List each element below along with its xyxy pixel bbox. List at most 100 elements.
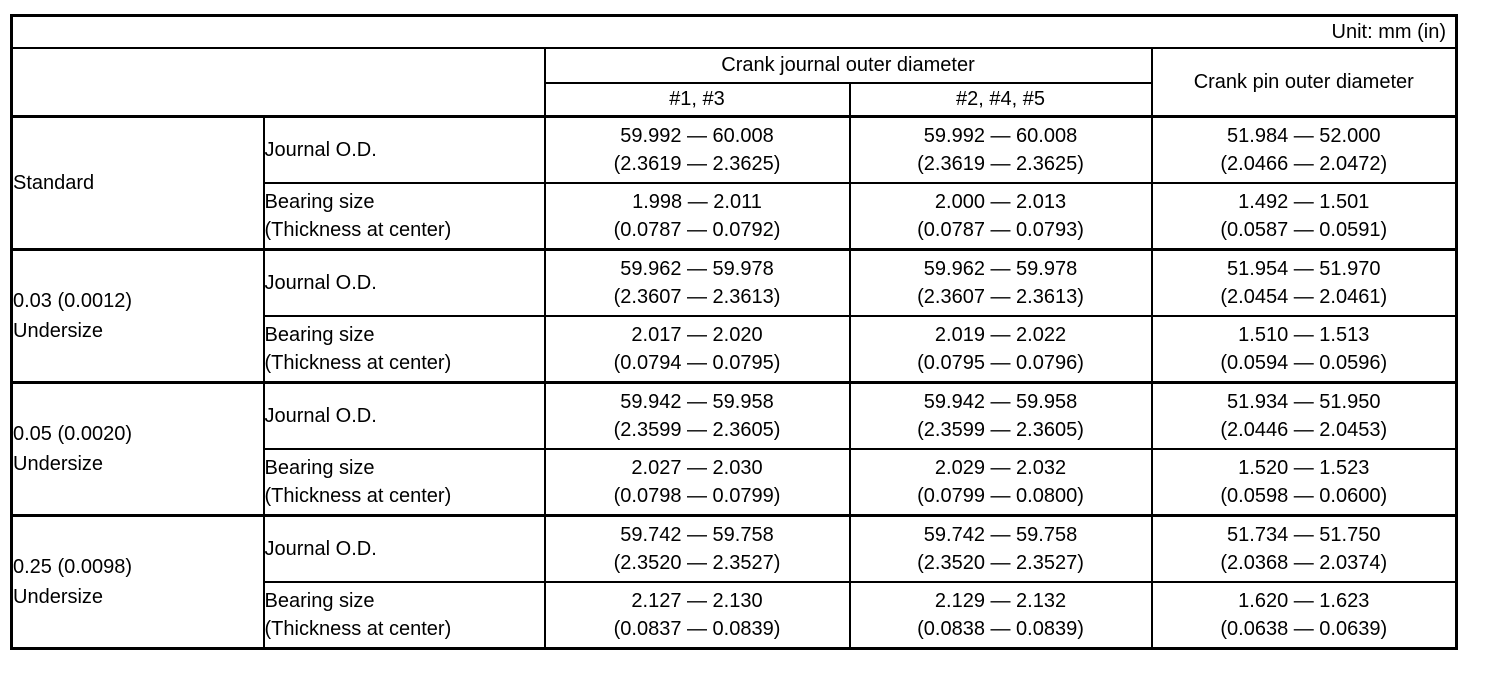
table-row: 0.25 (0.0098) Undersize Journal O.D. 59.…	[10, 514, 1458, 650]
cell-journal13-od: 59.742 — 59.758 (2.3520 — 2.3527)	[543, 514, 851, 583]
value-in: (2.0466 — 2.0472)	[1220, 153, 1388, 175]
table-row: 0.03 (0.0012) Undersize Journal O.D. 59.…	[10, 248, 1458, 384]
journal-od-label: Journal O.D.	[264, 139, 377, 161]
row-label-journal-od: Journal O.D.	[262, 514, 546, 583]
crankshaft-spec-table: Unit: mm (in) Crank journal outer diamet…	[10, 14, 1458, 650]
table-row: Bearing size (Thickness at center) 2.017…	[12, 315, 1458, 384]
value-in: (0.0587 — 0.0591)	[1220, 219, 1388, 241]
value-mm: 2.029 — 2.032	[934, 457, 1067, 479]
row-label-journal-od: Journal O.D.	[262, 115, 546, 184]
bearing-size-label-line1: Bearing size	[264, 324, 375, 346]
bearing-size-label-line2: (Thickness at center)	[264, 618, 452, 640]
crank-pin-header: Crank pin outer diameter	[1150, 47, 1458, 118]
value-in: (2.3599 — 2.3605)	[613, 419, 781, 441]
value-mm: 51.734 — 51.750	[1227, 524, 1381, 546]
size-group-line1: 0.03 (0.0012)	[13, 290, 132, 312]
journal-col-1-3-header: #1, #3	[543, 82, 851, 118]
size-group-label-standard: Standard	[10, 115, 265, 251]
value-mm: 59.962 — 59.978	[923, 258, 1078, 280]
value-in: (2.3599 — 2.3605)	[917, 419, 1084, 441]
row-label-journal-od: Journal O.D.	[262, 381, 546, 450]
value-mm: 2.129 — 2.132	[934, 590, 1067, 612]
row-label-bearing-size: Bearing size (Thickness at center)	[262, 581, 546, 650]
value-in: (0.0799 — 0.0800)	[917, 485, 1084, 507]
value-mm: 2.127 — 2.130	[631, 590, 763, 612]
unit-row: Unit: mm (in)	[10, 14, 1458, 49]
header-row-2: #1, #3 #2, #4, #5	[12, 82, 1457, 118]
value-mm: 51.934 — 51.950	[1227, 391, 1381, 413]
value-in: (0.0598 — 0.0600)	[1220, 485, 1388, 507]
crank-journal-header: Crank journal outer diameter	[543, 47, 1153, 84]
cell-journal245-od: 59.742 — 59.758 (2.3520 — 2.3527)	[848, 514, 1153, 583]
value-in: (0.0794 — 0.0795)	[613, 352, 781, 374]
value-in: (2.0368 — 2.0374)	[1220, 552, 1388, 574]
value-mm: 2.017 — 2.020	[631, 324, 763, 346]
cell-journal13-bearing: 2.127 — 2.130 (0.0837 — 0.0839)	[543, 581, 851, 650]
bearing-size-label-line1: Bearing size	[264, 457, 375, 479]
journal-od-label: Journal O.D.	[264, 405, 377, 427]
value-mm: 59.742 — 59.758	[620, 524, 774, 546]
size-group-label-025-undersize: 0.25 (0.0098) Undersize	[10, 514, 265, 650]
cell-pin-od: 51.734 — 51.750 (2.0368 — 2.0374)	[1150, 514, 1458, 583]
cell-pin-bearing: 1.510 — 1.513 (0.0594 — 0.0596)	[1150, 315, 1458, 384]
size-group-label-005-undersize: 0.05 (0.0020) Undersize	[10, 381, 265, 517]
cell-pin-bearing: 1.492 — 1.501 (0.0587 — 0.0591)	[1150, 182, 1458, 251]
value-mm: 51.954 — 51.970	[1227, 258, 1381, 280]
cell-pin-bearing: 1.620 — 1.623 (0.0638 — 0.0639)	[1150, 581, 1458, 650]
bearing-size-label-line2: (Thickness at center)	[264, 352, 452, 374]
value-in: (0.0594 — 0.0596)	[1220, 352, 1388, 374]
cell-pin-od: 51.984 — 52.000 (2.0466 — 2.0472)	[1150, 115, 1458, 184]
cell-journal13-bearing: 2.017 — 2.020 (0.0794 — 0.0795)	[543, 315, 851, 384]
value-in: (0.0798 — 0.0799)	[613, 485, 781, 507]
value-mm: 1.520 — 1.523	[1238, 457, 1370, 479]
row-label-journal-od: Journal O.D.	[262, 248, 546, 317]
cell-journal245-od: 59.942 — 59.958 (2.3599 — 2.3605)	[848, 381, 1153, 450]
size-group-line1: 0.05 (0.0020)	[13, 423, 132, 445]
value-in: (2.3520 — 2.3527)	[917, 552, 1084, 574]
value-in: (2.3607 — 2.3613)	[917, 286, 1084, 308]
cell-pin-od: 51.954 — 51.970 (2.0454 — 2.0461)	[1150, 248, 1458, 317]
size-group-line2: Undersize	[13, 586, 104, 608]
size-group-line2: Undersize	[13, 453, 104, 475]
value-mm: 59.942 — 59.958	[620, 391, 774, 413]
value-in: (2.3619 — 2.3625)	[917, 153, 1084, 175]
value-in: (0.0638 — 0.0639)	[1220, 618, 1388, 640]
table-row: Bearing size (Thickness at center) 1.998…	[12, 182, 1458, 251]
header-row-1: Crank journal outer diameter Crank pin o…	[10, 47, 1458, 118]
value-in: (2.3520 — 2.3527)	[613, 552, 781, 574]
unit-label: Unit: mm (in)	[10, 14, 1458, 49]
value-in: (2.3619 — 2.3625)	[613, 153, 781, 175]
cell-journal245-bearing: 2.129 — 2.132 (0.0838 — 0.0839)	[848, 581, 1153, 650]
bearing-size-label-line2: (Thickness at center)	[264, 219, 452, 241]
table-row: Bearing size (Thickness at center) 2.127…	[12, 581, 1458, 650]
table-row: Bearing size (Thickness at center) 2.027…	[12, 448, 1458, 517]
value-mm: 2.027 — 2.030	[631, 457, 763, 479]
cell-journal245-bearing: 2.029 — 2.032 (0.0799 — 0.0800)	[848, 448, 1153, 517]
journal-col-2-4-5-header: #2, #4, #5	[848, 82, 1153, 118]
value-in: (2.0446 — 2.0453)	[1220, 419, 1388, 441]
cell-journal13-od: 59.962 — 59.978 (2.3607 — 2.3613)	[543, 248, 851, 317]
value-mm: 1.510 — 1.513	[1238, 324, 1370, 346]
cell-pin-bearing: 1.520 — 1.523 (0.0598 — 0.0600)	[1150, 448, 1458, 517]
value-in: (0.0837 — 0.0839)	[613, 618, 781, 640]
bearing-size-label-line1: Bearing size	[264, 191, 375, 213]
cell-pin-od: 51.934 — 51.950 (2.0446 — 2.0453)	[1150, 381, 1458, 450]
value-mm: 1.998 — 2.011	[632, 191, 762, 213]
size-group-label-003-undersize: 0.03 (0.0012) Undersize	[10, 248, 265, 384]
cell-journal13-bearing: 2.027 — 2.030 (0.0798 — 0.0799)	[543, 448, 851, 517]
cell-journal13-od: 59.942 — 59.958 (2.3599 — 2.3605)	[543, 381, 851, 450]
bearing-size-label-line1: Bearing size	[264, 590, 375, 612]
value-mm: 2.019 — 2.022	[934, 324, 1067, 346]
value-in: (0.0838 — 0.0839)	[917, 618, 1084, 640]
value-mm: 59.942 — 59.958	[923, 391, 1078, 413]
value-mm: 1.620 — 1.623	[1238, 590, 1370, 612]
value-mm: 59.992 — 60.008	[923, 125, 1078, 147]
cell-journal245-od: 59.992 — 60.008 (2.3619 — 2.3625)	[848, 115, 1153, 184]
size-group-line1: 0.25 (0.0098)	[13, 556, 132, 578]
cell-journal245-bearing: 2.019 — 2.022 (0.0795 — 0.0796)	[848, 315, 1153, 384]
size-group-line2: Undersize	[13, 320, 104, 342]
value-mm: 2.000 — 2.013	[934, 191, 1067, 213]
row-label-bearing-size: Bearing size (Thickness at center)	[262, 448, 546, 517]
value-mm: 59.742 — 59.758	[923, 524, 1078, 546]
